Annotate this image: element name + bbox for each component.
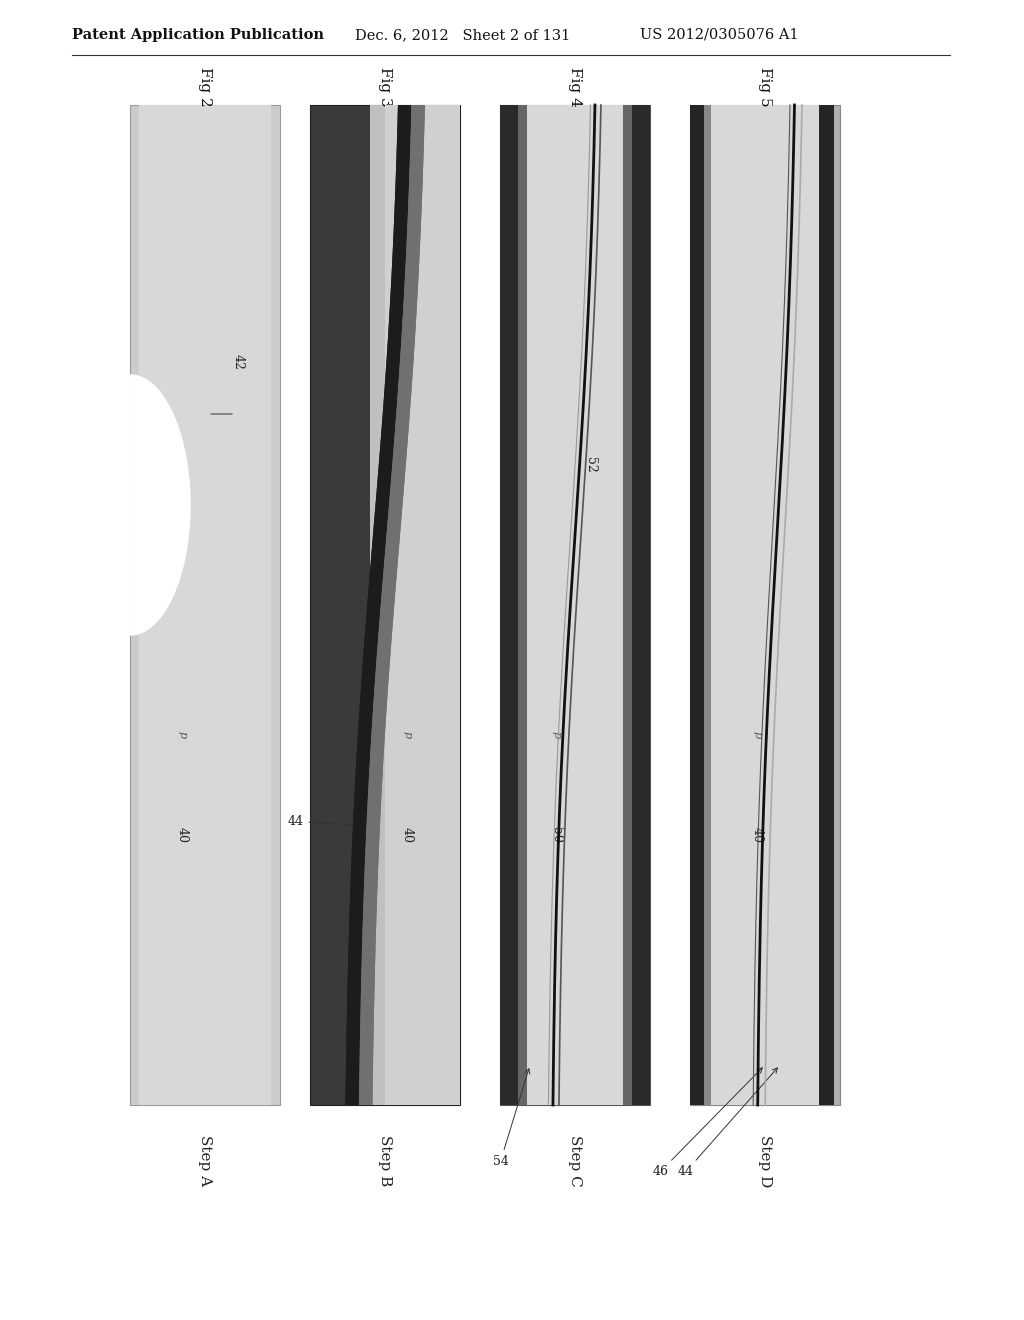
FancyBboxPatch shape (690, 106, 840, 1105)
Text: 52: 52 (584, 457, 597, 473)
Polygon shape (359, 106, 425, 1105)
FancyBboxPatch shape (500, 106, 518, 1105)
Text: p: p (552, 731, 562, 739)
FancyBboxPatch shape (518, 106, 527, 1105)
Text: Patent Application Publication: Patent Application Publication (72, 28, 324, 42)
FancyBboxPatch shape (711, 106, 819, 1105)
Polygon shape (345, 106, 412, 1105)
FancyBboxPatch shape (623, 106, 632, 1105)
Text: Fig 3: Fig 3 (378, 67, 392, 107)
Text: 40: 40 (751, 828, 764, 843)
FancyBboxPatch shape (703, 106, 711, 1105)
Text: US 2012/0305076 A1: US 2012/0305076 A1 (640, 28, 799, 42)
FancyBboxPatch shape (370, 106, 460, 1105)
Text: Step C: Step C (568, 1135, 582, 1187)
Text: 42: 42 (231, 354, 245, 370)
FancyBboxPatch shape (690, 106, 703, 1105)
Text: p: p (177, 731, 187, 739)
FancyBboxPatch shape (130, 106, 280, 1105)
Text: 50: 50 (551, 828, 563, 843)
Text: 40: 40 (176, 828, 189, 843)
Text: 44: 44 (678, 1068, 777, 1177)
Text: Step D: Step D (758, 1135, 772, 1188)
FancyBboxPatch shape (139, 106, 271, 1105)
Text: p: p (402, 731, 413, 739)
Text: Step B: Step B (378, 1135, 392, 1187)
Text: Fig 5: Fig 5 (758, 67, 772, 107)
FancyBboxPatch shape (385, 106, 460, 1105)
FancyBboxPatch shape (632, 106, 650, 1105)
Text: Fig 4: Fig 4 (568, 67, 582, 107)
Text: Fig 2: Fig 2 (198, 67, 212, 107)
Text: 46: 46 (652, 1068, 762, 1177)
Polygon shape (130, 375, 190, 635)
Polygon shape (359, 106, 425, 1105)
FancyBboxPatch shape (819, 106, 834, 1105)
Text: p: p (753, 731, 763, 739)
Text: Dec. 6, 2012   Sheet 2 of 131: Dec. 6, 2012 Sheet 2 of 131 (355, 28, 570, 42)
FancyBboxPatch shape (500, 106, 650, 1105)
Text: 40: 40 (401, 828, 414, 843)
Text: 44: 44 (288, 814, 351, 828)
FancyBboxPatch shape (310, 106, 460, 1105)
FancyBboxPatch shape (527, 106, 623, 1105)
Polygon shape (345, 106, 412, 1105)
Text: 54: 54 (493, 1069, 529, 1168)
Text: Step A: Step A (198, 1135, 212, 1187)
